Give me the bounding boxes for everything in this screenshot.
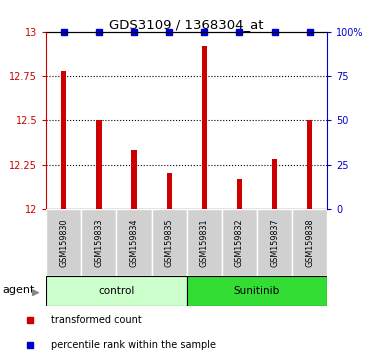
Text: GSM159831: GSM159831: [200, 218, 209, 267]
Bar: [96, 120, 102, 209]
Bar: [237, 179, 242, 209]
Bar: [257, 209, 292, 276]
Bar: [61, 71, 66, 209]
Bar: [81, 209, 116, 276]
Bar: [187, 209, 222, 276]
Bar: [307, 120, 312, 209]
Bar: [202, 46, 207, 209]
Bar: [46, 276, 187, 306]
Text: GSM159830: GSM159830: [59, 218, 68, 267]
Bar: [131, 150, 137, 209]
Text: GSM159834: GSM159834: [129, 218, 139, 267]
Bar: [167, 173, 172, 209]
Bar: [46, 209, 81, 276]
Bar: [152, 209, 187, 276]
Text: control: control: [98, 286, 135, 296]
Bar: [222, 209, 257, 276]
Text: transformed count: transformed count: [51, 315, 142, 325]
Text: agent: agent: [2, 285, 35, 295]
Bar: [116, 209, 152, 276]
Text: GSM159835: GSM159835: [165, 218, 174, 267]
Text: GSM159833: GSM159833: [94, 218, 104, 267]
Title: GDS3109 / 1368304_at: GDS3109 / 1368304_at: [109, 18, 264, 31]
Text: percentile rank within the sample: percentile rank within the sample: [51, 340, 216, 350]
Bar: [187, 276, 327, 306]
Text: Sunitinib: Sunitinib: [234, 286, 280, 296]
Text: GSM159832: GSM159832: [235, 218, 244, 267]
Bar: [272, 159, 277, 209]
Text: GSM159837: GSM159837: [270, 218, 279, 267]
Bar: [292, 209, 327, 276]
Text: GSM159838: GSM159838: [305, 218, 314, 267]
